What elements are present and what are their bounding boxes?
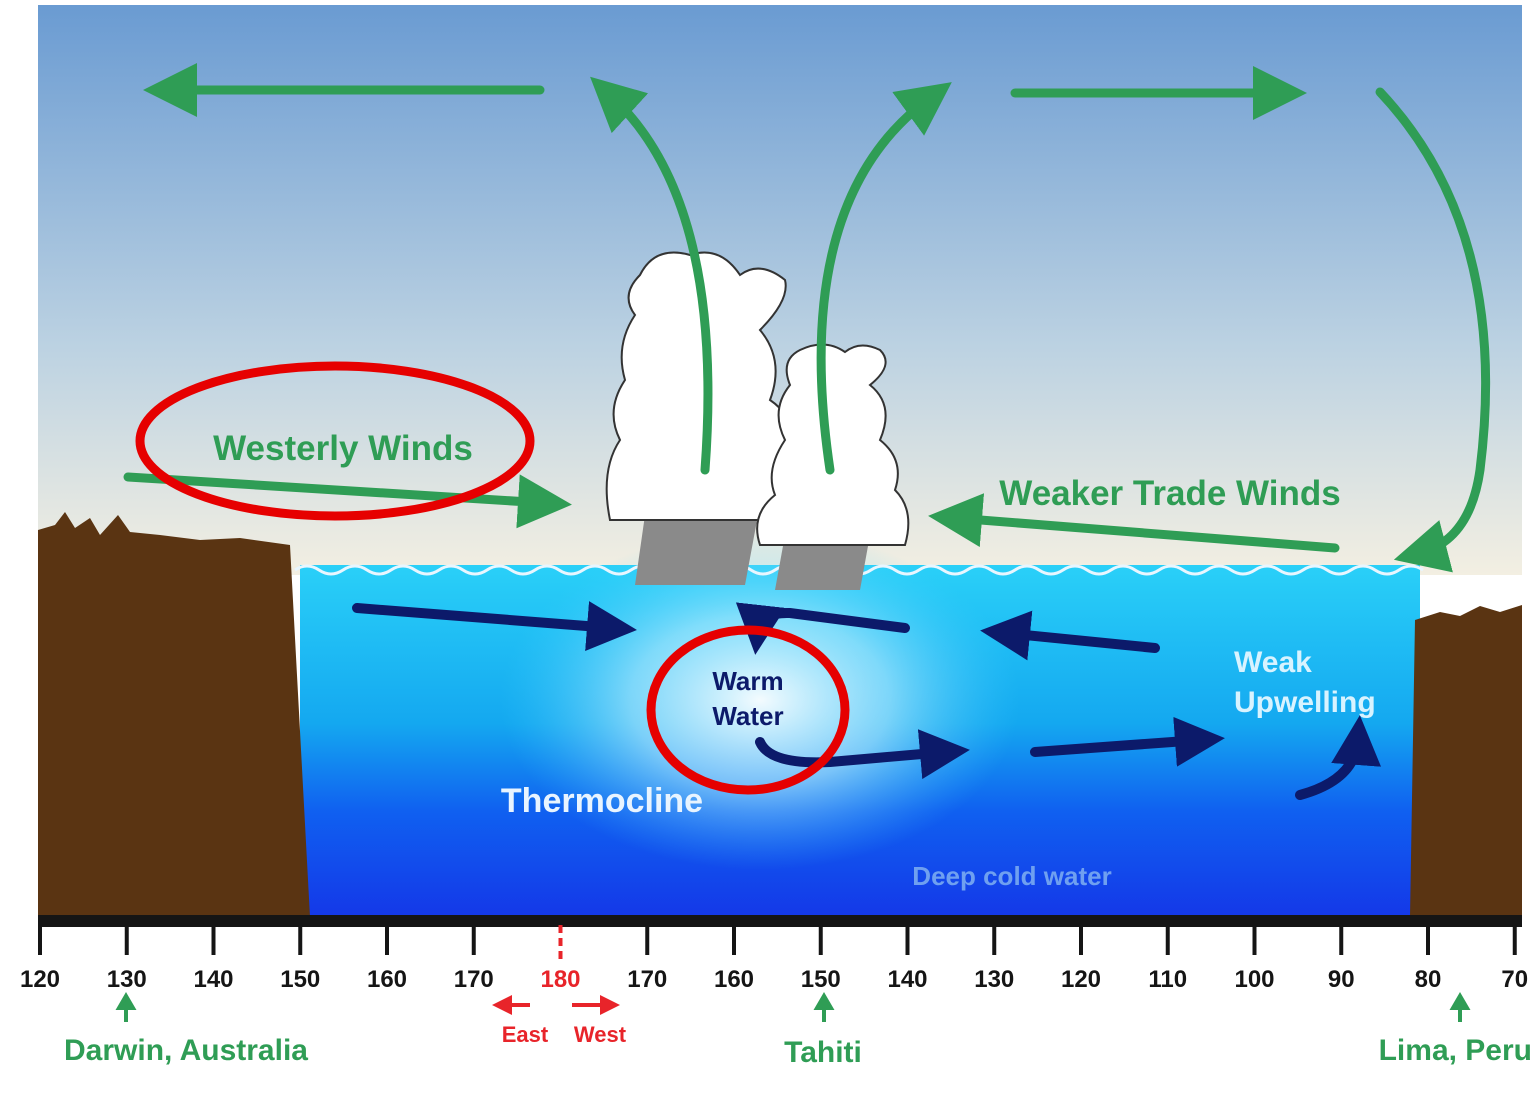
highlight-westerly (135, 361, 535, 521)
axis: 120 130 140 150 160 170 180 170 160 150 140 130 120 1… (20, 925, 1528, 993)
tick-label: 150 (801, 966, 841, 993)
land-west (38, 512, 310, 917)
lima-label: Lima, Peru (1379, 1034, 1532, 1067)
cloud (756, 343, 910, 546)
rain (635, 515, 758, 585)
warm-label: Water (712, 701, 783, 731)
tick-label: 70 (1501, 966, 1528, 993)
warm-label: Warm (712, 666, 783, 696)
east-label: East (502, 1022, 549, 1047)
upwelling-label: Upwelling (1234, 686, 1376, 719)
tick-label: 100 (1234, 966, 1274, 993)
tick-label: 110 (1148, 966, 1187, 993)
tick-label: 170 (454, 966, 494, 993)
darwin-label: Darwin, Australia (64, 1034, 308, 1067)
tick-label: 130 (974, 966, 1014, 993)
land-east (1410, 605, 1522, 917)
axis-bar (38, 915, 1522, 927)
tick-label: 130 (107, 966, 147, 993)
tick-label: 140 (887, 966, 927, 993)
tick-label: 120 (20, 966, 60, 993)
west-label: West (574, 1022, 627, 1047)
tick-label: 80 (1415, 966, 1442, 993)
tick-label: 150 (280, 966, 320, 993)
tahiti-label: Tahiti (784, 1036, 862, 1069)
tick-label: 160 (367, 966, 407, 993)
upwelling-label: Weak (1234, 646, 1312, 679)
place-arrows (115, 992, 1471, 1022)
trade-label: Weaker Trade Winds (999, 474, 1340, 513)
highlight-warm-water (646, 625, 850, 795)
tick-label: 170 (627, 966, 667, 993)
tick-label: 90 (1328, 966, 1355, 993)
westerly-label: Westerly Winds (213, 429, 473, 468)
tick-label: 120 (1061, 966, 1101, 993)
thermocline-label: Thermocline (501, 782, 703, 820)
wind-arrows (123, 63, 1491, 573)
rain (775, 535, 870, 590)
tick-label: 160 (714, 966, 754, 993)
tick-label: 180 (540, 966, 580, 993)
deep-label: Deep cold water (912, 861, 1111, 891)
tick-label: 140 (193, 966, 233, 993)
